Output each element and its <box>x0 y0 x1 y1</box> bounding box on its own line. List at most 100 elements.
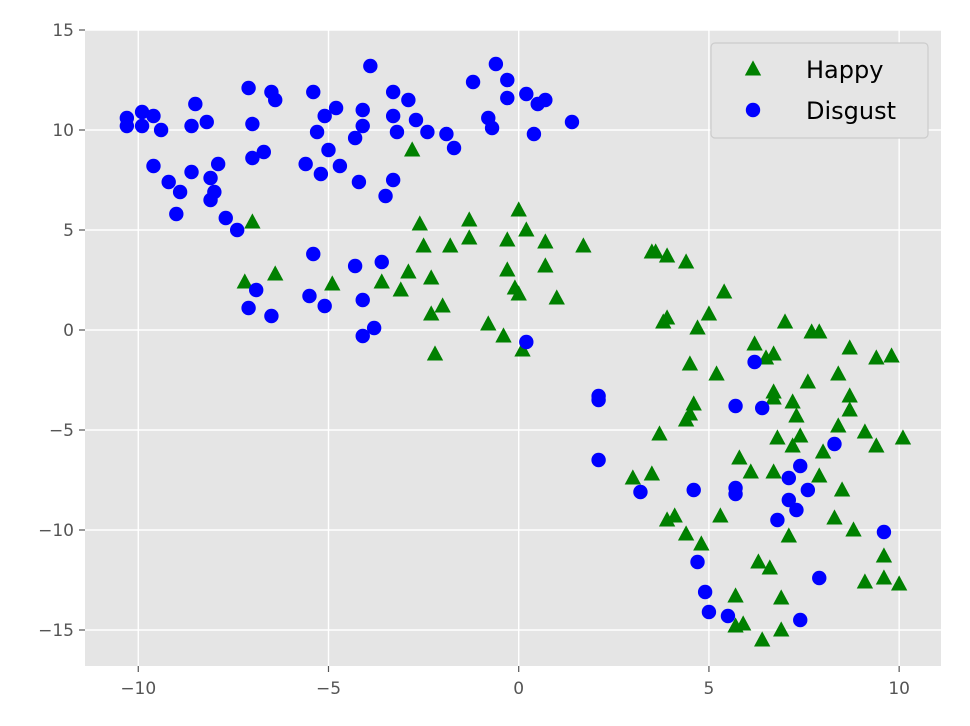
data-point-happy <box>658 511 676 527</box>
series-disgust <box>119 56 892 628</box>
x-tick-label: 10 <box>888 679 910 699</box>
data-point-disgust <box>256 144 272 160</box>
data-point-happy <box>875 547 893 563</box>
data-point-disgust <box>747 354 762 370</box>
data-point-happy <box>856 573 874 589</box>
data-point-disgust <box>446 140 462 156</box>
data-point-disgust <box>203 192 218 208</box>
data-point-happy <box>236 273 253 289</box>
data-point-disgust <box>332 158 348 174</box>
legend-label: Happy <box>806 56 883 84</box>
y-tick-label: −5 <box>49 421 74 441</box>
data-point-disgust <box>347 130 363 146</box>
data-point-disgust <box>500 72 515 88</box>
data-point-happy <box>700 305 718 321</box>
data-point-happy <box>757 349 775 365</box>
data-point-happy <box>765 463 782 479</box>
data-point-happy <box>708 365 725 381</box>
data-point-happy <box>537 257 554 273</box>
data-point-happy <box>826 509 843 525</box>
axis-ticks: −10 −5 0 5 10 −15 −10 −5 0 5 10 15 <box>38 21 910 699</box>
data-point-happy <box>244 213 261 229</box>
data-point-happy <box>841 401 858 417</box>
data-point-happy <box>415 237 432 253</box>
data-point-happy <box>811 323 828 339</box>
data-point-happy <box>426 345 444 361</box>
data-point-disgust <box>420 124 435 140</box>
data-point-disgust <box>408 112 424 128</box>
data-point-happy <box>658 247 676 263</box>
data-point-disgust <box>264 308 279 324</box>
data-point-disgust <box>754 400 770 416</box>
x-tick-label: −5 <box>316 679 341 699</box>
data-point-happy <box>773 621 790 637</box>
data-point-disgust <box>793 458 808 474</box>
data-point-disgust <box>249 282 264 298</box>
data-point-disgust <box>389 124 405 140</box>
data-point-happy <box>324 275 341 291</box>
data-point-disgust <box>134 118 150 134</box>
data-point-happy <box>773 589 790 605</box>
data-point-disgust <box>161 174 176 190</box>
data-point-disgust <box>564 114 580 130</box>
data-point-happy <box>624 469 642 485</box>
data-point-happy <box>799 373 817 389</box>
data-point-happy <box>890 575 908 591</box>
data-point-disgust <box>241 300 256 316</box>
data-point-happy <box>750 553 767 569</box>
data-point-disgust <box>385 84 401 100</box>
data-point-happy <box>267 265 284 281</box>
x-tick-label: 5 <box>704 679 715 699</box>
data-point-happy <box>845 521 862 537</box>
data-point-happy <box>651 425 668 441</box>
data-point-happy <box>423 305 440 321</box>
data-point-happy <box>894 429 912 445</box>
data-point-disgust <box>800 482 816 498</box>
data-point-disgust <box>876 524 892 540</box>
data-point-disgust <box>306 246 321 262</box>
data-point-happy <box>442 237 459 253</box>
data-point-disgust <box>355 102 370 118</box>
data-point-disgust <box>793 612 808 628</box>
data-point-happy <box>658 309 676 325</box>
data-point-happy <box>765 345 782 361</box>
y-tick-label: 15 <box>52 21 74 41</box>
data-point-happy <box>510 201 527 217</box>
data-point-happy <box>404 141 421 157</box>
data-point-happy <box>685 395 702 411</box>
data-point-happy <box>754 631 771 647</box>
data-point-disgust <box>351 174 367 190</box>
data-point-disgust <box>347 258 363 274</box>
data-point-disgust <box>355 328 370 344</box>
data-point-disgust <box>203 170 218 186</box>
data-point-happy <box>788 407 805 423</box>
data-point-happy <box>681 355 699 371</box>
data-point-happy <box>681 405 699 421</box>
data-point-disgust <box>591 392 606 408</box>
legend-item-disgust: Disgust <box>745 97 896 125</box>
data-point-disgust <box>229 222 245 238</box>
data-point-disgust <box>355 118 370 134</box>
data-point-disgust <box>690 554 705 570</box>
data-point-happy <box>548 289 565 305</box>
data-point-happy <box>830 417 847 433</box>
data-point-happy <box>841 387 858 403</box>
data-point-disgust <box>172 184 188 200</box>
data-point-disgust <box>519 334 534 350</box>
data-point-happy <box>868 437 885 453</box>
data-point-disgust <box>488 56 504 72</box>
data-point-disgust <box>119 118 135 134</box>
data-point-disgust <box>378 188 393 204</box>
data-point-happy <box>784 437 801 453</box>
data-point-disgust <box>218 210 233 226</box>
legend-label: Disgust <box>806 97 896 125</box>
data-point-happy <box>643 465 661 481</box>
data-point-disgust <box>781 492 797 508</box>
data-point-disgust <box>500 90 515 106</box>
data-point-happy <box>575 237 592 253</box>
data-point-disgust <box>268 92 283 108</box>
data-point-happy <box>495 327 512 343</box>
data-point-happy <box>830 365 847 381</box>
data-point-happy <box>461 229 478 245</box>
data-point-disgust <box>526 126 542 142</box>
